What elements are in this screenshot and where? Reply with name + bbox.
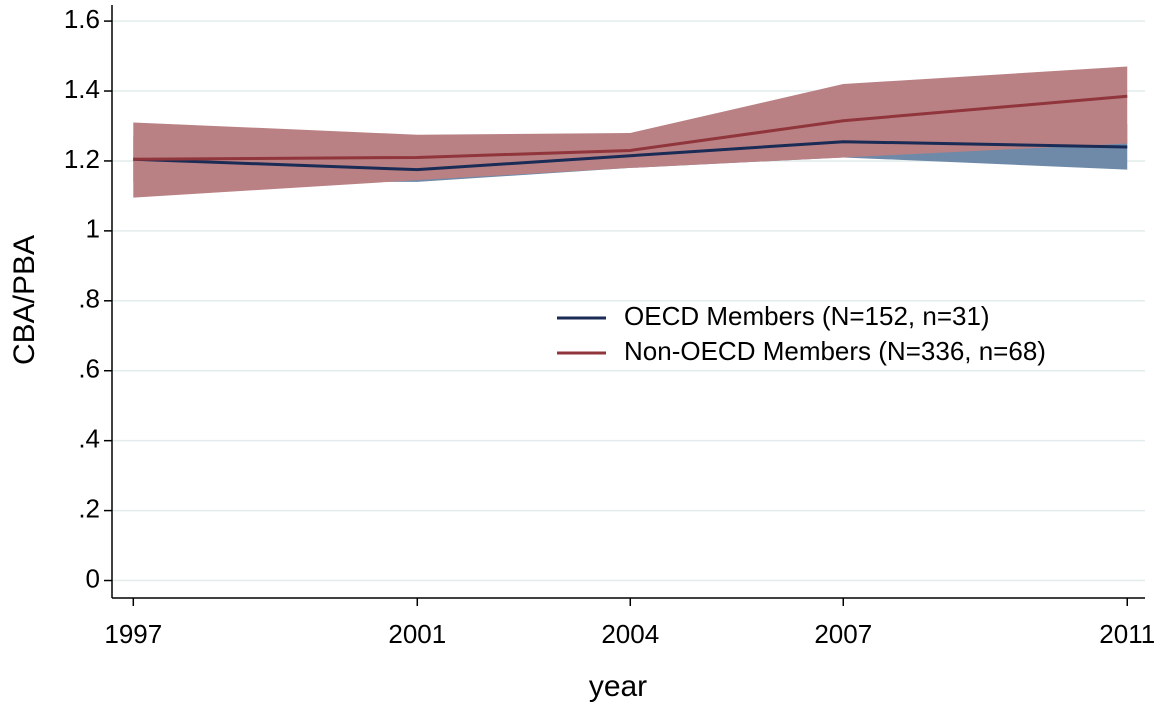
y-tick-label: 0: [86, 563, 100, 593]
x-tick-label: 2004: [601, 619, 659, 649]
y-tick-label: .4: [78, 424, 100, 454]
axes: 0 .2 .4 .6 .8 1 1.2 1.4 1.6 1997 2001 2004 2007 2011: [64, 4, 1155, 649]
x-tick-label: 2001: [388, 619, 446, 649]
x-tick-label: 2007: [814, 619, 872, 649]
x-tick-label: 2011: [1099, 619, 1155, 649]
lines: [133, 94, 1128, 172]
bands: [133, 66, 1128, 198]
legend-label: OECD Members (N=152, n=31): [624, 301, 990, 331]
y-axis-title: CBA/PBA: [8, 235, 41, 365]
y-tick-label: 1.2: [64, 144, 100, 174]
y-tick-label: 1.4: [64, 74, 100, 104]
y-tick-label: 1: [86, 214, 100, 244]
series-line: [133, 94, 1128, 161]
legend-label: Non-OECD Members (N=336, n=68): [624, 336, 1046, 366]
series-line: [133, 140, 1128, 172]
x-tick-label: 1997: [104, 619, 162, 649]
x-axis-title: year: [589, 670, 647, 703]
y-tick-label: .8: [78, 284, 100, 314]
confidence-band: [133, 66, 1128, 198]
y-tick-label: 1.6: [64, 4, 100, 34]
y-tick-label: .6: [78, 354, 100, 384]
y-tick-label: .2: [78, 493, 100, 523]
legend: OECD Members (N=152, n=31) Non-OECD Membe…: [557, 301, 1046, 366]
